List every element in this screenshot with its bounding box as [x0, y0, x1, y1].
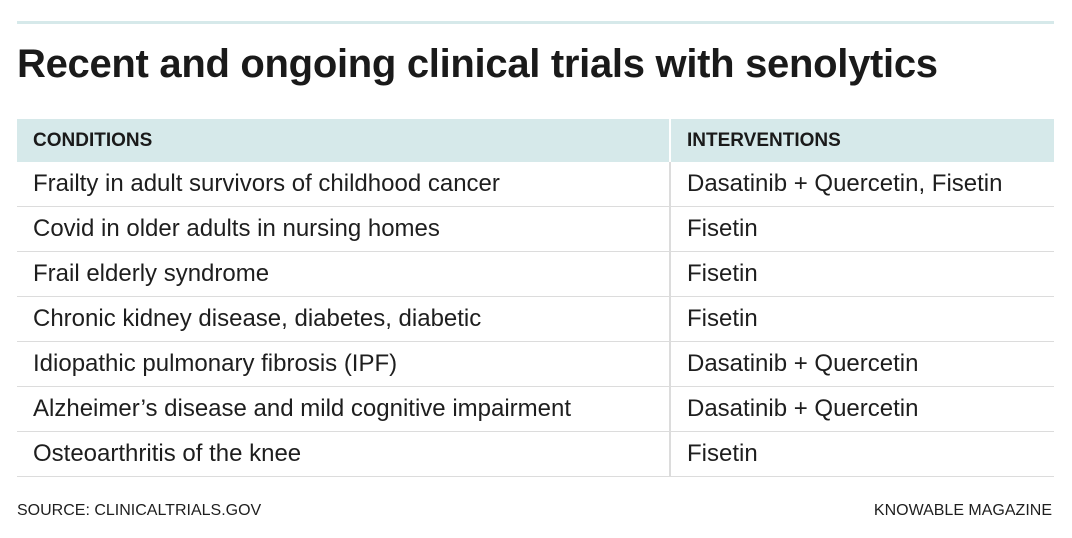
- condition-cell: Frail elderly syndrome: [17, 251, 670, 297]
- publisher-credit: KNOWABLE MAGAZINE: [873, 502, 1052, 519]
- table-row: Alzheimer’s disease and mild cognitive i…: [17, 386, 1054, 432]
- intervention-cell: Dasatinib + Quercetin: [669, 386, 1054, 432]
- table-row: Frailty in adult survivors of childhood …: [17, 162, 1054, 207]
- top-rule: [17, 21, 1054, 24]
- table-row: Chronic kidney disease, diabetes, diabet…: [17, 296, 1054, 342]
- intervention-cell: Dasatinib + Quercetin: [669, 341, 1054, 387]
- intervention-cell: Fisetin: [669, 296, 1054, 342]
- table-row: Idiopathic pulmonary fibrosis (IPF) Dasa…: [17, 341, 1054, 387]
- intervention-cell: Fisetin: [669, 206, 1054, 252]
- column-header-conditions: CONDITIONS: [17, 119, 670, 162]
- intervention-cell: Fisetin: [669, 431, 1054, 477]
- condition-cell: Covid in older adults in nursing homes: [17, 206, 670, 252]
- column-header-interventions: INTERVENTIONS: [669, 119, 1054, 162]
- condition-cell: Idiopathic pulmonary fibrosis (IPF): [17, 341, 670, 387]
- source-note: SOURCE: CLINICALTRIALS.GOV: [17, 502, 262, 519]
- trials-table: CONDITIONS INTERVENTIONS Frailty in adul…: [17, 119, 1054, 477]
- condition-cell: Osteoarthritis of the knee: [17, 431, 670, 477]
- condition-cell: Frailty in adult survivors of childhood …: [17, 162, 670, 207]
- condition-cell: Alzheimer’s disease and mild cognitive i…: [17, 386, 670, 432]
- intervention-cell: Dasatinib + Quercetin, Fisetin: [669, 162, 1054, 207]
- table-row: Frail elderly syndrome Fisetin: [17, 251, 1054, 297]
- table-row: Covid in older adults in nursing homes F…: [17, 206, 1054, 252]
- intervention-cell: Fisetin: [669, 251, 1054, 297]
- table-header-row: CONDITIONS INTERVENTIONS: [17, 119, 1054, 162]
- table-row: Osteoarthritis of the knee Fisetin: [17, 431, 1054, 477]
- condition-cell: Chronic kidney disease, diabetes, diabet…: [17, 296, 670, 342]
- page-title: Recent and ongoing clinical trials with …: [17, 42, 938, 86]
